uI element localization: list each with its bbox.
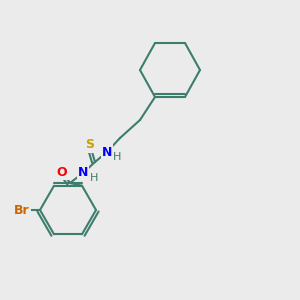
Text: N: N — [78, 167, 88, 179]
Text: Br: Br — [14, 203, 30, 217]
Text: H: H — [90, 173, 98, 183]
Text: H: H — [113, 152, 121, 162]
Text: O: O — [57, 166, 67, 178]
Text: N: N — [102, 146, 112, 158]
Text: S: S — [85, 139, 94, 152]
